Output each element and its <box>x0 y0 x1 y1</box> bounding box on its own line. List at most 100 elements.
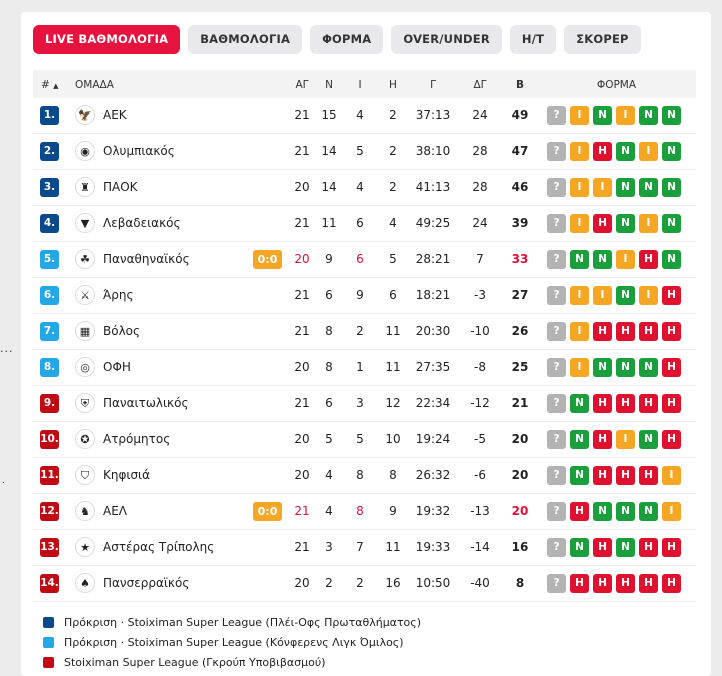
form-loss[interactable]: H <box>616 574 635 593</box>
form-loss[interactable]: H <box>593 214 612 233</box>
form-upcoming[interactable]: ? <box>547 178 566 197</box>
form-draw[interactable]: I <box>570 178 589 197</box>
form-loss[interactable]: H <box>639 250 658 269</box>
form-win[interactable]: N <box>639 106 658 125</box>
form-win[interactable]: N <box>639 178 658 197</box>
form-win[interactable]: N <box>593 250 612 269</box>
team-name[interactable]: Πανσερραϊκός <box>103 576 190 590</box>
form-loss[interactable]: H <box>662 394 681 413</box>
form-win[interactable]: N <box>570 250 589 269</box>
form-win[interactable]: N <box>593 106 612 125</box>
form-upcoming[interactable]: ? <box>547 394 566 413</box>
form-win[interactable]: N <box>662 142 681 161</box>
form-draw[interactable]: I <box>570 106 589 125</box>
table-row[interactable]: 10. ✪ Ατρόμητος 20 5 5 10 19:24 -5 20? N H I N H <box>33 422 696 458</box>
form-draw[interactable]: I <box>570 358 589 377</box>
form-upcoming[interactable]: ? <box>547 106 566 125</box>
form-upcoming[interactable]: ? <box>547 214 566 233</box>
table-row[interactable]: 8. ◎ ΟΦΗ 20 8 1 11 27:35 -8 25? I N N N H <box>33 350 696 386</box>
team-name[interactable]: Ατρόμητος <box>103 432 171 446</box>
table-row[interactable]: 13. ★ Αστέρας Τρίπολης 21 3 7 11 19:33 -14 16? N H N… <box>33 530 696 566</box>
form-upcoming[interactable]: ? <box>547 502 566 521</box>
form-win[interactable]: N <box>639 502 658 521</box>
form-upcoming[interactable]: ? <box>547 430 566 449</box>
form-loss[interactable]: H <box>570 574 589 593</box>
table-row[interactable]: 12. ♞ ΑΕΛ 0:0 21 4 8 9 19:32 -13 20? H N N N I <box>33 494 696 530</box>
tab-live-standings[interactable]: LIVE ΒΑΘΜΟΛΟΓΙΑ <box>33 25 181 54</box>
form-draw[interactable]: I <box>616 430 635 449</box>
form-loss[interactable]: H <box>593 538 612 557</box>
form-loss[interactable]: H <box>593 322 612 341</box>
form-upcoming[interactable]: ? <box>547 286 566 305</box>
form-loss[interactable]: H <box>593 574 612 593</box>
form-win[interactable]: N <box>570 394 589 413</box>
form-win[interactable]: N <box>662 178 681 197</box>
form-win[interactable]: N <box>662 214 681 233</box>
table-row[interactable]: 6. ⚔ Άρης 21 6 9 6 18:21 -3 27? I I N I H <box>33 278 696 314</box>
form-loss[interactable]: H <box>593 430 612 449</box>
form-upcoming[interactable]: ? <box>547 322 566 341</box>
form-win[interactable]: N <box>570 466 589 485</box>
form-win[interactable]: N <box>616 358 635 377</box>
form-loss[interactable]: H <box>662 574 681 593</box>
form-upcoming[interactable]: ? <box>547 142 566 161</box>
form-win[interactable]: N <box>616 214 635 233</box>
form-draw[interactable]: I <box>593 178 612 197</box>
form-loss[interactable]: H <box>662 286 681 305</box>
form-loss[interactable]: H <box>593 466 612 485</box>
table-row[interactable]: 4. ▼ Λεβαδειακός 21 11 6 4 49:25 24 39? I H N I N <box>33 206 696 242</box>
form-loss[interactable]: H <box>593 142 612 161</box>
team-name[interactable]: Κηφισιά <box>103 468 151 482</box>
form-loss[interactable]: H <box>639 466 658 485</box>
table-row[interactable]: 14. ♠ Πανσερραϊκός 20 2 2 16 10:50 -40 8? H H H H H <box>33 566 696 602</box>
table-row[interactable]: 5. ☘ Παναθηναϊκός 0:0 20 9 6 5 28:21 7 33? N N I H N <box>33 242 696 278</box>
form-loss[interactable]: H <box>662 322 681 341</box>
form-win[interactable]: N <box>662 106 681 125</box>
form-win[interactable]: N <box>639 430 658 449</box>
team-name[interactable]: Βόλος <box>103 324 141 338</box>
tab-scorers[interactable]: ΣΚΟΡΕΡ <box>564 25 641 54</box>
team-name[interactable]: ΑΕΛ <box>103 504 127 518</box>
tab-standings[interactable]: ΒΑΘΜΟΛΟΓΙΑ <box>188 25 303 54</box>
form-draw[interactable]: I <box>639 214 658 233</box>
team-name[interactable]: ΑΕΚ <box>103 108 127 122</box>
table-row[interactable]: 7. ▦ Βόλος 21 8 2 11 20:30 -10 26? I H H H H <box>33 314 696 350</box>
form-draw[interactable]: I <box>570 286 589 305</box>
form-upcoming[interactable]: ? <box>547 358 566 377</box>
tab-form[interactable]: ΦΟΡΜΑ <box>310 25 384 54</box>
table-row[interactable]: 11. ⛉ Κηφισιά 20 4 8 8 26:32 -6 20? N H H H I <box>33 458 696 494</box>
form-loss[interactable]: H <box>593 394 612 413</box>
team-name[interactable]: Παναιτωλικός <box>103 396 189 410</box>
form-upcoming[interactable]: ? <box>547 574 566 593</box>
table-row[interactable]: 3. ♜ ΠΑΟΚ 20 14 4 2 41:13 28 46? I I N N N <box>33 170 696 206</box>
form-loss[interactable]: H <box>616 466 635 485</box>
team-name[interactable]: Λεβαδειακός <box>103 216 181 230</box>
team-name[interactable]: ΠΑΟΚ <box>103 180 138 194</box>
form-loss[interactable]: H <box>570 502 589 521</box>
form-win[interactable]: N <box>616 178 635 197</box>
form-win[interactable]: N <box>616 142 635 161</box>
form-win[interactable]: N <box>570 430 589 449</box>
form-upcoming[interactable]: ? <box>547 466 566 485</box>
form-draw[interactable]: I <box>570 322 589 341</box>
form-loss[interactable]: H <box>662 538 681 557</box>
tab-halftime-fulltime[interactable]: Η/Τ <box>509 25 557 54</box>
form-loss[interactable]: H <box>639 538 658 557</box>
team-name[interactable]: Ολυμπιακός <box>103 144 175 158</box>
team-name[interactable]: Παναθηναϊκός <box>103 252 190 266</box>
form-loss[interactable]: H <box>639 322 658 341</box>
team-name[interactable]: ΟΦΗ <box>103 360 131 374</box>
live-score-badge[interactable]: 0:0 <box>253 502 282 521</box>
form-draw[interactable]: I <box>616 250 635 269</box>
form-upcoming[interactable]: ? <box>547 250 566 269</box>
table-row[interactable]: 9. ⛨ Παναιτωλικός 21 6 3 12 22:34 -12 21? N H H H H <box>33 386 696 422</box>
form-loss[interactable]: H <box>616 322 635 341</box>
form-loss[interactable]: H <box>616 394 635 413</box>
tab-over-under[interactable]: OVER/UNDER <box>391 25 502 54</box>
form-win[interactable]: N <box>662 250 681 269</box>
form-win[interactable]: N <box>570 538 589 557</box>
table-row[interactable]: 1. 🦅 ΑΕΚ 21 15 4 2 37:13 24 49? I N I N N <box>33 98 696 134</box>
form-upcoming[interactable]: ? <box>547 538 566 557</box>
table-row[interactable]: 2. ◉ Ολυμπιακός 21 14 5 2 38:10 28 47? I H N I N <box>33 134 696 170</box>
form-draw[interactable]: I <box>570 214 589 233</box>
